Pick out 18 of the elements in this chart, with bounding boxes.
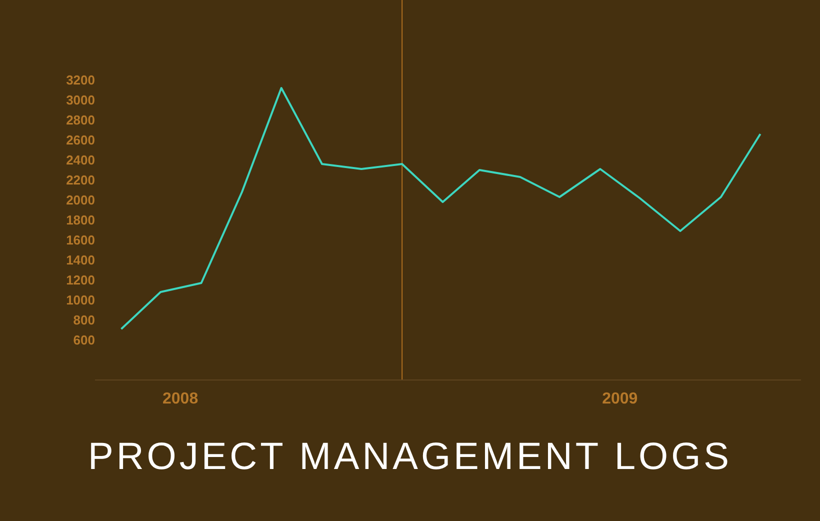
y-tick-label: 1000 bbox=[66, 292, 95, 308]
y-tick-label: 3000 bbox=[66, 92, 95, 108]
y-tick-label: 2200 bbox=[66, 172, 95, 188]
text: PROJECT MANAGEMENT LOGS bbox=[86, 436, 734, 479]
y-tick-label: 2800 bbox=[66, 112, 95, 128]
y-tick-label: 1200 bbox=[66, 272, 95, 288]
x-tick-label: 2009 bbox=[602, 390, 638, 408]
y-tick-label: 800 bbox=[73, 312, 95, 328]
y-tick-label: 1400 bbox=[66, 252, 95, 268]
y-tick-label: 1800 bbox=[66, 212, 95, 228]
line-series bbox=[120, 87, 762, 330]
y-tick-label: 2600 bbox=[66, 132, 95, 148]
y-tick-label: 2000 bbox=[66, 192, 95, 208]
y-tick-label: 1600 bbox=[66, 232, 95, 248]
y-tick-label: 3200 bbox=[66, 72, 95, 88]
x-tick-label: 2008 bbox=[162, 390, 198, 408]
y-tick-label: 2400 bbox=[66, 152, 95, 168]
y-tick-label: 600 bbox=[73, 332, 95, 348]
